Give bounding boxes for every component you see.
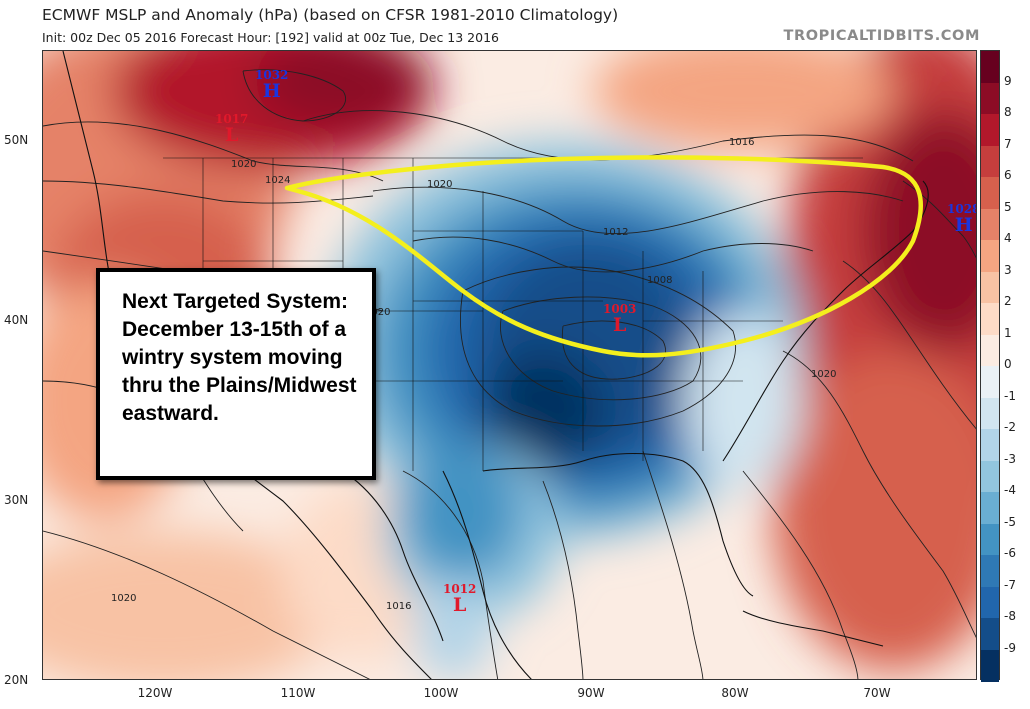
colorbar-tick-label: 1 <box>1004 325 1012 340</box>
anomaly-colorbar <box>980 50 1000 682</box>
lat-label-50n: 50N <box>4 133 29 147</box>
colorbar-tick-label: 0 <box>1004 357 1012 371</box>
colorbar-tick-label: -4 <box>1004 483 1016 497</box>
annotation-box: Next Targeted System: December 13-15th o… <box>96 268 376 480</box>
lon-label-120w: 120W <box>137 686 173 700</box>
pressure-symbol: L <box>613 314 627 336</box>
colorbar-tick-label: -6 <box>1004 546 1016 560</box>
colorbar-segment <box>981 271 999 304</box>
lon-label-110w: 110W <box>280 686 316 700</box>
colorbar-segment <box>981 492 999 524</box>
colorbar-tick-label: 5 <box>1004 199 1012 214</box>
pressure-symbol: H <box>954 214 973 236</box>
colorbar-tick-label: 4 <box>1004 231 1012 245</box>
colorbar-segment <box>981 303 999 335</box>
high-center-1032: 1032 H <box>255 68 289 102</box>
colorbar-tick-label: 3 <box>1004 262 1012 277</box>
map-subtitle: Init: 00z Dec 05 2016 Forecast Hour: [19… <box>42 30 499 45</box>
colorbar-segment <box>981 51 999 83</box>
colorbar-tick-label: -2 <box>1004 420 1016 434</box>
lon-label-80w: 80W <box>721 686 749 700</box>
colorbar-segment <box>981 366 999 398</box>
pressure-value: 1017 <box>215 112 249 126</box>
site-credit[interactable]: TROPICALTIDBITS.COM <box>783 28 980 44</box>
colorbar-segment <box>981 240 999 272</box>
lat-label-40n: 40N <box>4 313 29 327</box>
colorbar-segment <box>981 145 999 178</box>
colorbar-tick-label: -9 <box>1004 640 1016 655</box>
colorbar-segment <box>981 649 999 682</box>
pressure-value: 1032 <box>255 68 289 82</box>
pressure-value: 1012 <box>443 582 477 596</box>
low-center-1012: 1012 L <box>443 582 477 616</box>
colorbar-tick-label: -7 <box>1004 577 1016 592</box>
low-center-1017: 1017 L <box>215 112 249 146</box>
pressure-value: 1003 <box>603 302 637 316</box>
lat-label-20n: 20N <box>4 673 29 687</box>
colorbar-segment <box>981 334 999 367</box>
colorbar-segment <box>981 429 999 461</box>
colorbar-segment <box>981 618 999 650</box>
colorbar-segment <box>981 208 999 241</box>
high-center-1028: 1028 H <box>947 202 976 236</box>
isobar-label: 1020 <box>231 159 257 170</box>
isobar-label: 1016 <box>729 137 755 148</box>
pressure-symbol: L <box>453 594 467 616</box>
isobar-label: 1012 <box>603 227 629 238</box>
lon-label-100w: 100W <box>423 686 459 700</box>
colorbar-tick-label: 8 <box>1004 105 1012 119</box>
isobar-label: 1020 <box>365 307 391 318</box>
colorbar-tick-label: 6 <box>1004 168 1012 182</box>
colorbar-tick-label: 7 <box>1004 136 1012 151</box>
map-title: ECMWF MSLP and Anomaly (hPa) (based on C… <box>42 6 619 24</box>
isobar-label: 1008 <box>647 275 673 286</box>
isobar-label: 1024 <box>265 175 291 186</box>
lon-label-90w: 90W <box>577 686 605 700</box>
colorbar-segment <box>981 177 999 209</box>
annotation-text: Next Targeted System: December 13-15th o… <box>122 290 357 425</box>
highlight-outline <box>284 155 923 358</box>
colorbar-tick-label: -5 <box>1004 514 1016 529</box>
pressure-symbol: H <box>262 80 281 102</box>
colorbar-tick-label: -1 <box>1004 388 1016 403</box>
colorbar-segment <box>981 397 999 430</box>
colorbar-segment <box>981 586 999 619</box>
isobar-label: 1020 <box>811 369 837 380</box>
colorbar-segment <box>981 555 999 587</box>
colorbar-segment <box>981 82 999 115</box>
isobar-label: 1016 <box>386 601 412 612</box>
isobar-label: 1020 <box>111 593 137 604</box>
lat-label-30n: 30N <box>4 493 29 507</box>
lon-label-70w: 70W <box>863 686 891 700</box>
colorbar-segment <box>981 460 999 493</box>
colorbar-tick-label: 9 <box>1004 73 1012 88</box>
isobar-label: 1020 <box>427 179 453 190</box>
colorbar-tick-label: -8 <box>1004 609 1016 623</box>
pressure-symbol: L <box>225 124 239 146</box>
low-center-1003: 1003 L <box>603 302 637 336</box>
pressure-value: 1028 <box>947 202 976 216</box>
colorbar-tick-label: 2 <box>1004 294 1012 308</box>
colorbar-tick-label: -3 <box>1004 451 1016 466</box>
colorbar-segment <box>981 523 999 556</box>
colorbar-segment <box>981 114 999 146</box>
